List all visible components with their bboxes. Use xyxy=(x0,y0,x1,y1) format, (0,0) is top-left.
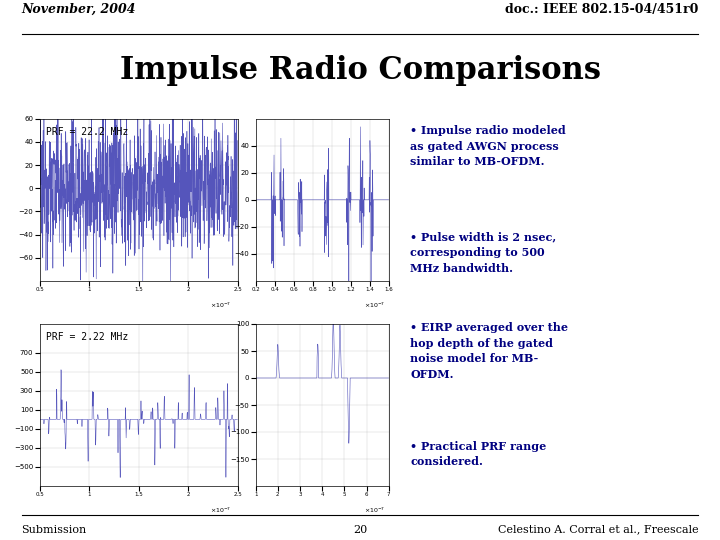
Text: $\times10^{-7}$: $\times10^{-7}$ xyxy=(210,505,232,515)
Text: November, 2004: November, 2004 xyxy=(22,3,136,16)
Text: • EIRP averaged over the
hop depth of the gated
noise model for MB-
OFDM.: • EIRP averaged over the hop depth of th… xyxy=(410,322,568,380)
Text: Celestino A. Corral et al., Freescale: Celestino A. Corral et al., Freescale xyxy=(498,524,698,535)
Text: Submission: Submission xyxy=(22,524,87,535)
Text: $\times10^{-7}$: $\times10^{-7}$ xyxy=(364,505,384,515)
Text: doc.: IEEE 802.15-04/451r0: doc.: IEEE 802.15-04/451r0 xyxy=(505,3,698,16)
Text: $\times10^{-7}$: $\times10^{-7}$ xyxy=(364,300,384,309)
Text: • Practical PRF range
considered.: • Practical PRF range considered. xyxy=(410,441,546,467)
Text: 20: 20 xyxy=(353,524,367,535)
Text: • Pulse width is 2 nsec,
corresponding to 500
MHz bandwidth.: • Pulse width is 2 nsec, corresponding t… xyxy=(410,232,557,274)
Text: PRF = 2.22 MHz: PRF = 2.22 MHz xyxy=(45,332,127,342)
Text: • Impulse radio modeled
as gated AWGN process
similar to MB-OFDM.: • Impulse radio modeled as gated AWGN pr… xyxy=(410,125,566,167)
Text: $\times10^{-7}$: $\times10^{-7}$ xyxy=(210,300,232,309)
Text: PRF = 22.2 MHz: PRF = 22.2 MHz xyxy=(45,127,127,137)
Text: Impulse Radio Comparisons: Impulse Radio Comparisons xyxy=(120,55,600,86)
